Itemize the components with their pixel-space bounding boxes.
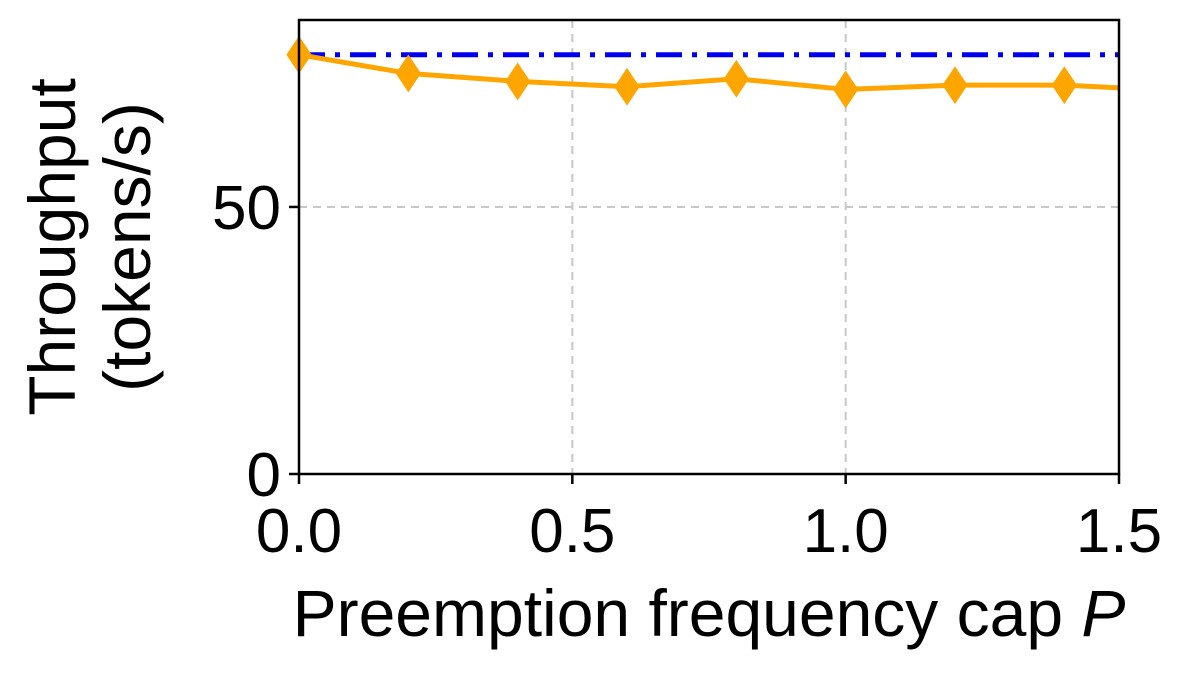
y-axis-label-line-1: Throughput [15, 78, 89, 416]
throughput-data-point [395, 54, 421, 93]
x-axis-label-variable: P [1081, 576, 1125, 650]
x-axis-label: Preemption frequency cap P [293, 576, 1126, 650]
throughput-data-point [833, 70, 859, 109]
y-tick-label: 0 [247, 441, 281, 510]
throughput-data-point [614, 67, 640, 106]
x-tick-label: 1.5 [1076, 497, 1162, 566]
x-tick-label: 0.5 [529, 497, 615, 566]
tick-layer: 0.0 0.5 1.0 1.5 0 50 [212, 174, 1162, 566]
series-layer [286, 35, 1120, 109]
plot-frame [297, 18, 1121, 476]
x-tick-label: 0.0 [256, 497, 342, 566]
grid-layer [299, 20, 1119, 474]
throughput-data-point [505, 62, 531, 101]
y-axis-label-line-2: (tokens/s) [90, 102, 164, 392]
y-axis-label: Throughput(tokens/s) [15, 78, 164, 416]
x-tick-label: 1.0 [803, 497, 889, 566]
y-tick-label: 50 [212, 174, 281, 243]
throughput-data-point [723, 59, 749, 98]
throughput-data-point [1051, 66, 1077, 105]
throughput-series-line [298, 52, 1120, 92]
throughput-data-point [942, 66, 968, 105]
